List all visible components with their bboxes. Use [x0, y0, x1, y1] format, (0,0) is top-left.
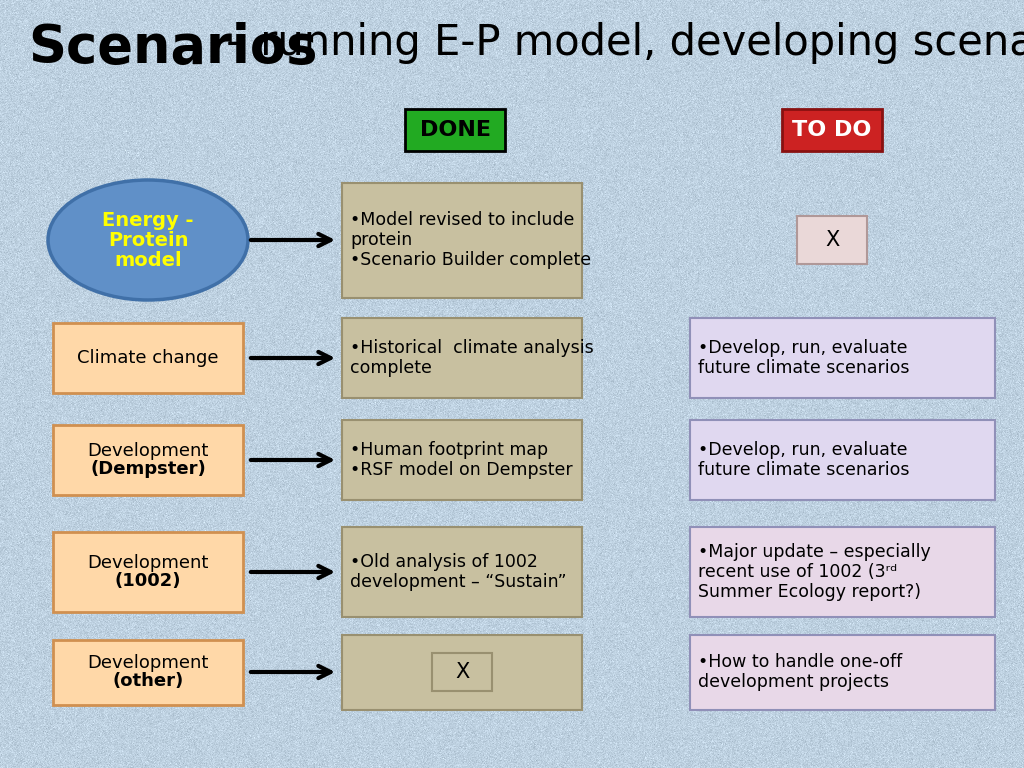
FancyBboxPatch shape — [690, 318, 995, 398]
FancyBboxPatch shape — [342, 318, 582, 398]
FancyBboxPatch shape — [53, 640, 243, 704]
FancyBboxPatch shape — [406, 109, 505, 151]
FancyBboxPatch shape — [53, 425, 243, 495]
FancyBboxPatch shape — [782, 109, 882, 151]
Text: (1002): (1002) — [115, 572, 181, 591]
Text: Development: Development — [87, 442, 209, 459]
FancyBboxPatch shape — [690, 420, 995, 500]
Text: protein: protein — [350, 231, 413, 249]
FancyBboxPatch shape — [432, 653, 492, 691]
Text: X: X — [455, 662, 469, 682]
Text: model: model — [115, 250, 182, 270]
FancyBboxPatch shape — [690, 634, 995, 710]
Ellipse shape — [48, 180, 248, 300]
Text: •Old analysis of 1002: •Old analysis of 1002 — [350, 553, 538, 571]
Text: – running E-P model, developing scenarios: – running E-P model, developing scenario… — [213, 22, 1024, 64]
FancyBboxPatch shape — [342, 634, 582, 710]
Text: •RSF model on Dempster: •RSF model on Dempster — [350, 461, 572, 479]
Text: •How to handle one-off: •How to handle one-off — [698, 653, 902, 671]
FancyBboxPatch shape — [342, 527, 582, 617]
Text: (other): (other) — [113, 673, 183, 690]
Text: complete: complete — [350, 359, 432, 377]
Text: Development: Development — [87, 654, 209, 671]
Text: Protein: Protein — [108, 230, 188, 250]
Text: future climate scenarios: future climate scenarios — [698, 461, 909, 479]
Text: recent use of 1002 (3ʳᵈ: recent use of 1002 (3ʳᵈ — [698, 563, 897, 581]
Text: •Historical  climate analysis: •Historical climate analysis — [350, 339, 594, 357]
FancyBboxPatch shape — [53, 532, 243, 612]
FancyBboxPatch shape — [342, 183, 582, 297]
FancyBboxPatch shape — [342, 420, 582, 500]
Text: Summer Ecology report?): Summer Ecology report?) — [698, 583, 921, 601]
FancyBboxPatch shape — [797, 216, 867, 264]
Text: development projects: development projects — [698, 673, 889, 691]
Text: DONE: DONE — [420, 120, 490, 140]
Text: •Scenario Builder complete: •Scenario Builder complete — [350, 251, 591, 269]
Text: future climate scenarios: future climate scenarios — [698, 359, 909, 377]
FancyBboxPatch shape — [53, 323, 243, 393]
Text: •Model revised to include: •Model revised to include — [350, 211, 574, 229]
Text: Scenarios: Scenarios — [28, 22, 317, 74]
Text: TO DO: TO DO — [793, 120, 871, 140]
Text: Climate change: Climate change — [77, 349, 219, 367]
Text: •Develop, run, evaluate: •Develop, run, evaluate — [698, 339, 907, 357]
Text: Development: Development — [87, 554, 209, 571]
Text: Energy -: Energy - — [102, 210, 194, 230]
Text: •Human footprint map: •Human footprint map — [350, 441, 548, 459]
Text: development – “Sustain”: development – “Sustain” — [350, 573, 566, 591]
FancyBboxPatch shape — [690, 527, 995, 617]
Text: X: X — [825, 230, 839, 250]
Text: (Dempster): (Dempster) — [90, 461, 206, 478]
Text: •Major update – especially: •Major update – especially — [698, 543, 931, 561]
Text: •Develop, run, evaluate: •Develop, run, evaluate — [698, 441, 907, 459]
